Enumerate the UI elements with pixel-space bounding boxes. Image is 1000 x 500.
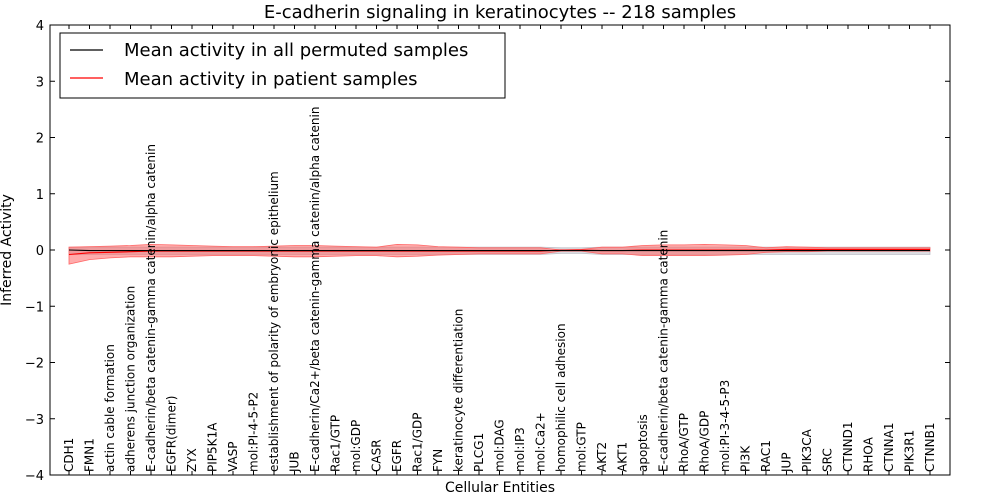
category-label: JUB [288,451,302,473]
category-label: PIK3R1 [903,430,917,472]
category-label: PI3K [739,445,753,472]
category-label: EGFR(dimer) [165,396,179,472]
y-tick-label: −4 [25,469,44,484]
category-label: homophilic cell adhesion [554,323,568,472]
y-tick-label: 3 [36,75,44,90]
category-label: RhoA/GTP [677,413,691,472]
y-tick-label: 4 [36,19,44,34]
category-label: CASR [370,439,384,472]
category-label: mol:DAG [493,419,507,472]
category-label: PIK3CA [800,428,814,472]
category-label: CTNNB1 [923,422,937,472]
category-label: apoptosis [636,414,650,472]
category-label: PLCG1 [472,433,486,472]
category-label: CDH1 [62,438,76,472]
category-label: EGFR [390,440,404,472]
category-label: FYN [431,449,445,472]
category-label: mol:PI-4-5-P2 [247,392,261,472]
category-label: adherens junction organization [124,286,138,472]
category-label: SRC [821,448,835,472]
category-label: Rac1/GDP [411,413,425,472]
category-label: E-cadherin/beta catenin-gamma catenin/al… [144,144,158,472]
category-label: RhoA/GDP [698,411,712,472]
category-label: CTNND1 [841,421,855,472]
plot-frame [49,24,951,476]
y-tick-label: 2 [36,132,44,147]
y-tick-label: 1 [36,188,44,203]
category-label: AKT2 [595,442,609,472]
category-label: RHOA [862,436,876,472]
y-tick-label: 0 [36,244,44,259]
y-axis-label: Inferred Activity [0,194,15,306]
category-label: AKT1 [616,442,630,472]
category-label: mol:GDP [349,420,363,472]
category-label: Rac1/GTP [329,415,343,472]
legend-box [59,32,506,99]
category-label: PIP5K1A [206,422,220,472]
category-label: E-cadherin/beta catenin-gamma catenin [657,230,671,472]
category-label: mol:Ca2+ [534,412,548,472]
x-axis-label: Cellular Entities [445,480,555,496]
category-label: JUP [780,452,794,473]
category-label: mol:GTP [575,422,589,472]
y-tick-label: −3 [25,413,44,428]
category-label: keratinocyte differentiation [452,309,466,472]
category-labels: CDH1 FMN1 actin cable formation adherens ju… [62,107,937,473]
category-label: FMN1 [83,438,97,472]
confidence-bands [68,243,931,265]
category-label: CTNNA1 [882,422,896,472]
y-axis-ticks: −4 −3 −2 −1 0 1 2 3 4 [25,19,950,484]
category-label: actin cable formation [103,344,117,472]
chart-title: E-cadherin signaling in keratinocytes --… [264,2,736,23]
category-label: establishment of polarity of embryonic e… [267,171,281,472]
line-permuted [68,249,930,252]
category-label: mol:PI-3-4-5-P3 [718,380,732,472]
category-label: mol:IP3 [513,427,527,472]
series-lines [68,248,930,256]
legend-entry-permuted: Mean activity in all permuted samples [124,40,468,61]
category-label: VASP [226,441,240,472]
y-tick-label: −2 [25,357,44,372]
y-tick-label: −1 [25,300,44,315]
category-label: E-cadherin/Ca2+/beta catenin-gamma caten… [308,107,322,472]
legend: Mean activity in all permuted samples Me… [59,32,506,99]
legend-entry-patient: Mean activity in patient samples [124,69,418,90]
category-label: ZYX [185,448,199,472]
category-label: RAC1 [759,440,773,472]
